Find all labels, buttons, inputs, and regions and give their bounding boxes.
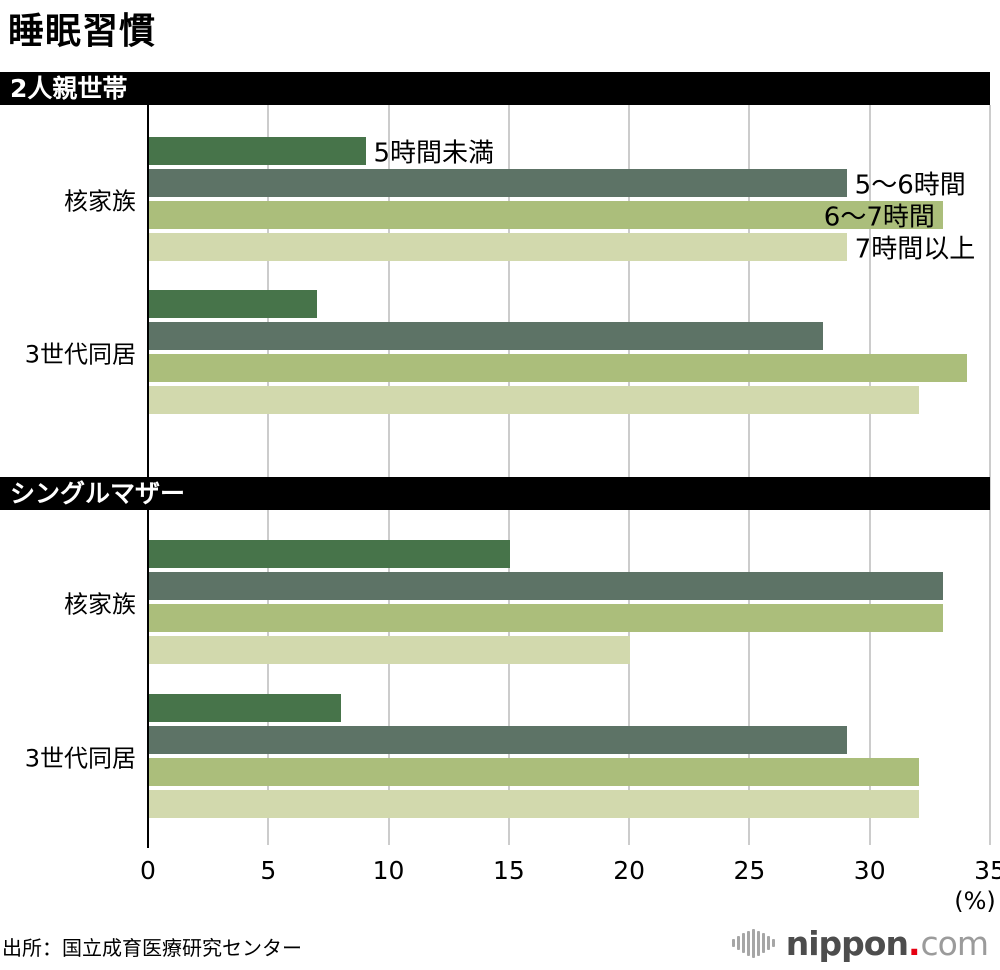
logo-icon-bar (741, 933, 745, 953)
bar (149, 604, 943, 632)
bar (149, 290, 318, 318)
gridline (507, 105, 510, 845)
x-tick-label: 5 (260, 856, 277, 885)
bar (149, 201, 943, 229)
gridline (387, 105, 390, 845)
logo-icon-bar (771, 939, 775, 947)
bar (149, 322, 823, 350)
x-tick-label: 35 (974, 856, 1000, 885)
x-axis-unit-label: (%) (954, 887, 996, 915)
logo-icon-bar (751, 928, 755, 958)
logo-brand-text: nippon (785, 923, 909, 963)
bar (149, 386, 919, 414)
x-tick-label: 0 (140, 856, 156, 885)
chart-title: 睡眠習慣 (8, 11, 157, 52)
series-label: 6〜7時間 (823, 202, 935, 233)
source-note: 出所：国立成育医療研究センター (2, 936, 302, 960)
bar (149, 169, 847, 197)
soundwave-logo-icon (731, 928, 777, 958)
gridline (868, 105, 871, 845)
logo-red-dot: . (907, 923, 921, 963)
bar (149, 572, 943, 600)
series-label: 5時間未満 (373, 138, 495, 169)
logo-icon-bar (736, 936, 740, 950)
bar (149, 694, 342, 722)
y-axis-line (147, 105, 149, 848)
gridline (267, 105, 270, 845)
logo-icon-bar (766, 936, 770, 950)
logo-icon-bar (731, 939, 735, 947)
x-tick-label: 25 (733, 856, 766, 885)
bar (149, 354, 967, 382)
series-label: 7時間以上 (854, 234, 976, 265)
nippon-logo: nippon . com (731, 922, 989, 964)
category-label: 核家族 (64, 187, 136, 216)
x-tick-label: 15 (492, 856, 525, 885)
bar (149, 540, 510, 568)
logo-icon-bar (761, 933, 765, 953)
category-label: 3世代同居 (24, 744, 136, 773)
gridline (628, 105, 631, 845)
bar (149, 233, 847, 261)
logo-icon-bar (746, 930, 750, 956)
bar (149, 790, 919, 818)
bar (149, 636, 631, 664)
logo-icon-bar (756, 930, 760, 956)
x-tick-label: 20 (613, 856, 646, 885)
section-banner: 2人親世帯 (0, 72, 990, 105)
x-tick-label: 30 (853, 856, 886, 885)
bar (149, 726, 847, 754)
gridline (989, 105, 991, 845)
bar (149, 137, 366, 165)
section-banner: シングルマザー (0, 477, 990, 510)
bar (149, 758, 919, 786)
category-label: 3世代同居 (24, 340, 136, 369)
gridline (748, 105, 751, 845)
category-label: 核家族 (64, 590, 136, 619)
logo-tld-text: com (920, 923, 989, 963)
x-tick-label: 10 (372, 856, 405, 885)
series-label: 5〜6時間 (854, 170, 966, 201)
